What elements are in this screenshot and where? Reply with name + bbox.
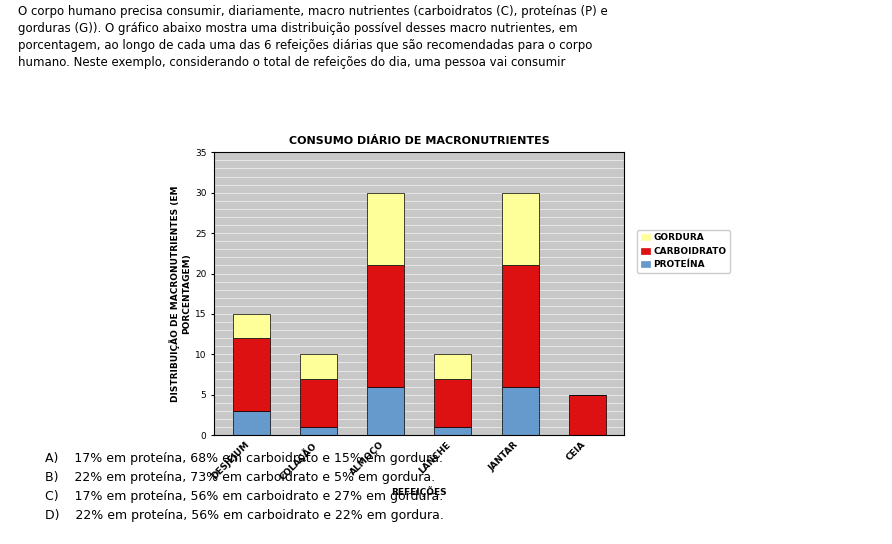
X-axis label: REFEIÇÕES: REFEIÇÕES (392, 486, 447, 497)
Bar (300, 379, 337, 427)
Bar (501, 265, 539, 387)
Y-axis label: DISTRIBUIÇÃO DE MACRONUTRIENTES (EM
PORCENTAGEM): DISTRIBUIÇÃO DE MACRONUTRIENTES (EM PORC… (169, 186, 191, 402)
Bar (233, 338, 269, 411)
Bar (233, 411, 269, 435)
Bar (233, 314, 269, 338)
Bar (501, 193, 539, 265)
Bar (569, 395, 606, 435)
Bar (368, 193, 404, 265)
Title: CONSUMO DIÁRIO DE MACRONUTRIENTES: CONSUMO DIÁRIO DE MACRONUTRIENTES (289, 136, 549, 146)
Bar (300, 427, 337, 435)
Text: A)    17% em proteína, 68% em carboidrato e 15% em gordura.
B)    22% em proteín: A) 17% em proteína, 68% em carboidrato e… (45, 452, 443, 522)
Bar (368, 265, 404, 387)
Text: O corpo humano precisa consumir, diariamente, macro nutrientes (carboidratos (C): O corpo humano precisa consumir, diariam… (18, 5, 607, 70)
Bar (300, 354, 337, 379)
Legend: GORDURA, CARBOIDRATO, PROTEÍNA: GORDURA, CARBOIDRATO, PROTEÍNA (637, 230, 731, 273)
Bar (434, 427, 471, 435)
Bar (434, 379, 471, 427)
Bar (501, 387, 539, 435)
Bar (368, 387, 404, 435)
Bar (434, 354, 471, 379)
